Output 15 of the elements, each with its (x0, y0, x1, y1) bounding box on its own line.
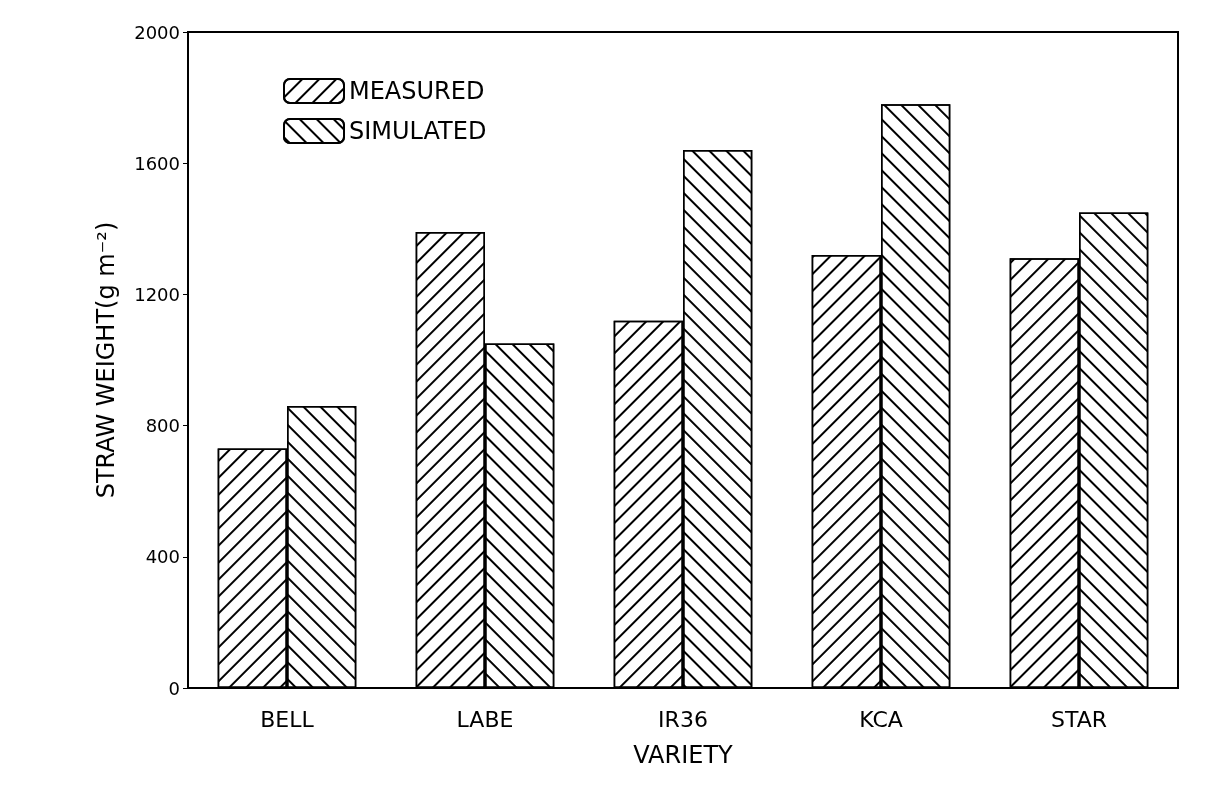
y-tick-label: 1600 (134, 152, 180, 174)
y-tick-label: 1200 (134, 283, 180, 305)
legend-label: SIMULATED (349, 117, 487, 145)
x-tick-label: BELL (260, 706, 315, 732)
y-axis-title: STRAW WEIGHT(g m⁻²) (92, 221, 120, 499)
x-tick-label: IR36 (658, 706, 708, 732)
y-tick-label: 0 (168, 677, 180, 699)
x-tick-label: KCA (859, 706, 903, 732)
x-axis-title: VARIETY (633, 741, 734, 769)
y-tick-label: 2000 (134, 21, 180, 43)
x-tick-label: STAR (1050, 706, 1108, 732)
y-tick-label: 400 (145, 546, 180, 568)
legend-label: MEASURED (349, 77, 485, 105)
y-tick-label: 800 (145, 415, 180, 437)
x-tick-label: LABE (456, 706, 514, 732)
